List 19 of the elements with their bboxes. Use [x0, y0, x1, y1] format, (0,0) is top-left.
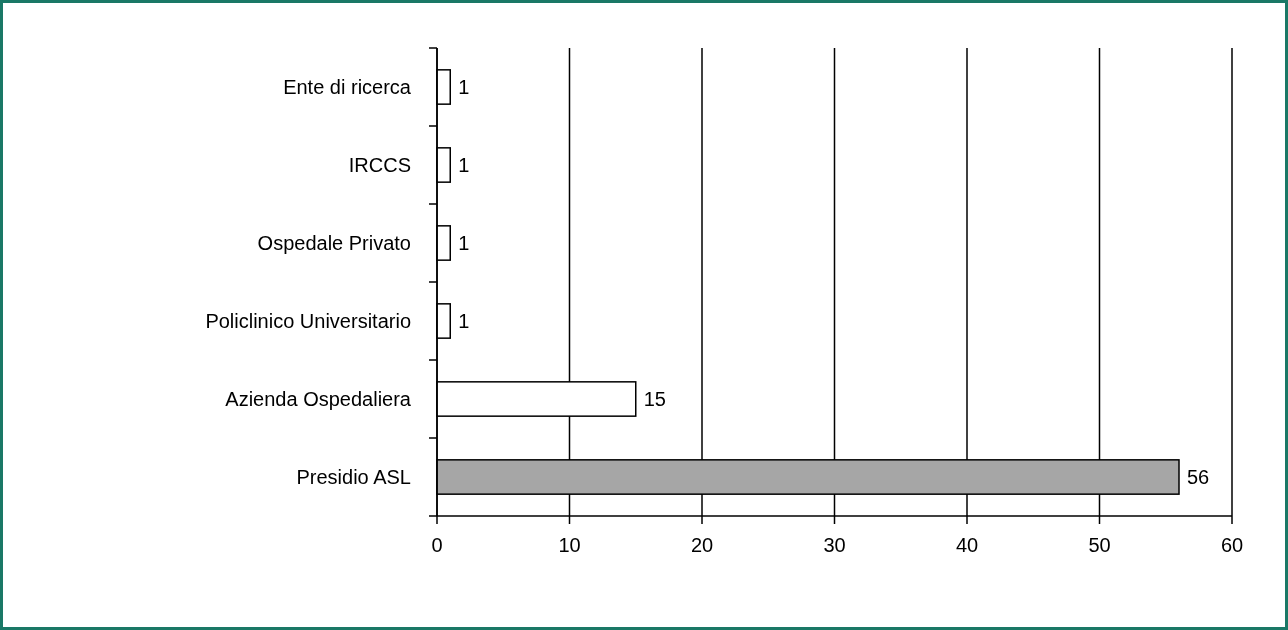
x-tick-label: 10	[558, 534, 581, 556]
data-label: 1	[458, 76, 470, 98]
y-tick-label: IRCCS	[348, 154, 411, 176]
x-tick-label: 0	[431, 534, 443, 556]
y-tick-label: Azienda Ospedaliera	[225, 388, 412, 410]
y-tick-label: Ente di ricerca	[283, 76, 412, 98]
x-tick-label: 30	[823, 534, 846, 556]
x-tick-label: 20	[690, 534, 714, 556]
data-label: 56	[1187, 466, 1210, 488]
y-tick-label: Presidio ASL	[296, 466, 411, 488]
data-label: 1	[458, 154, 470, 176]
x-tick-label: 50	[1088, 534, 1111, 556]
data-label: 1	[458, 310, 470, 332]
data-label: 1	[458, 232, 470, 254]
x-tick-label: 40	[955, 534, 979, 556]
x-tick-label: 60	[1220, 534, 1244, 556]
y-tick-label: Ospedale Privato	[257, 232, 411, 254]
y-tick-label: Policlinico Universitario	[205, 310, 411, 332]
data-label: 15	[643, 388, 666, 410]
